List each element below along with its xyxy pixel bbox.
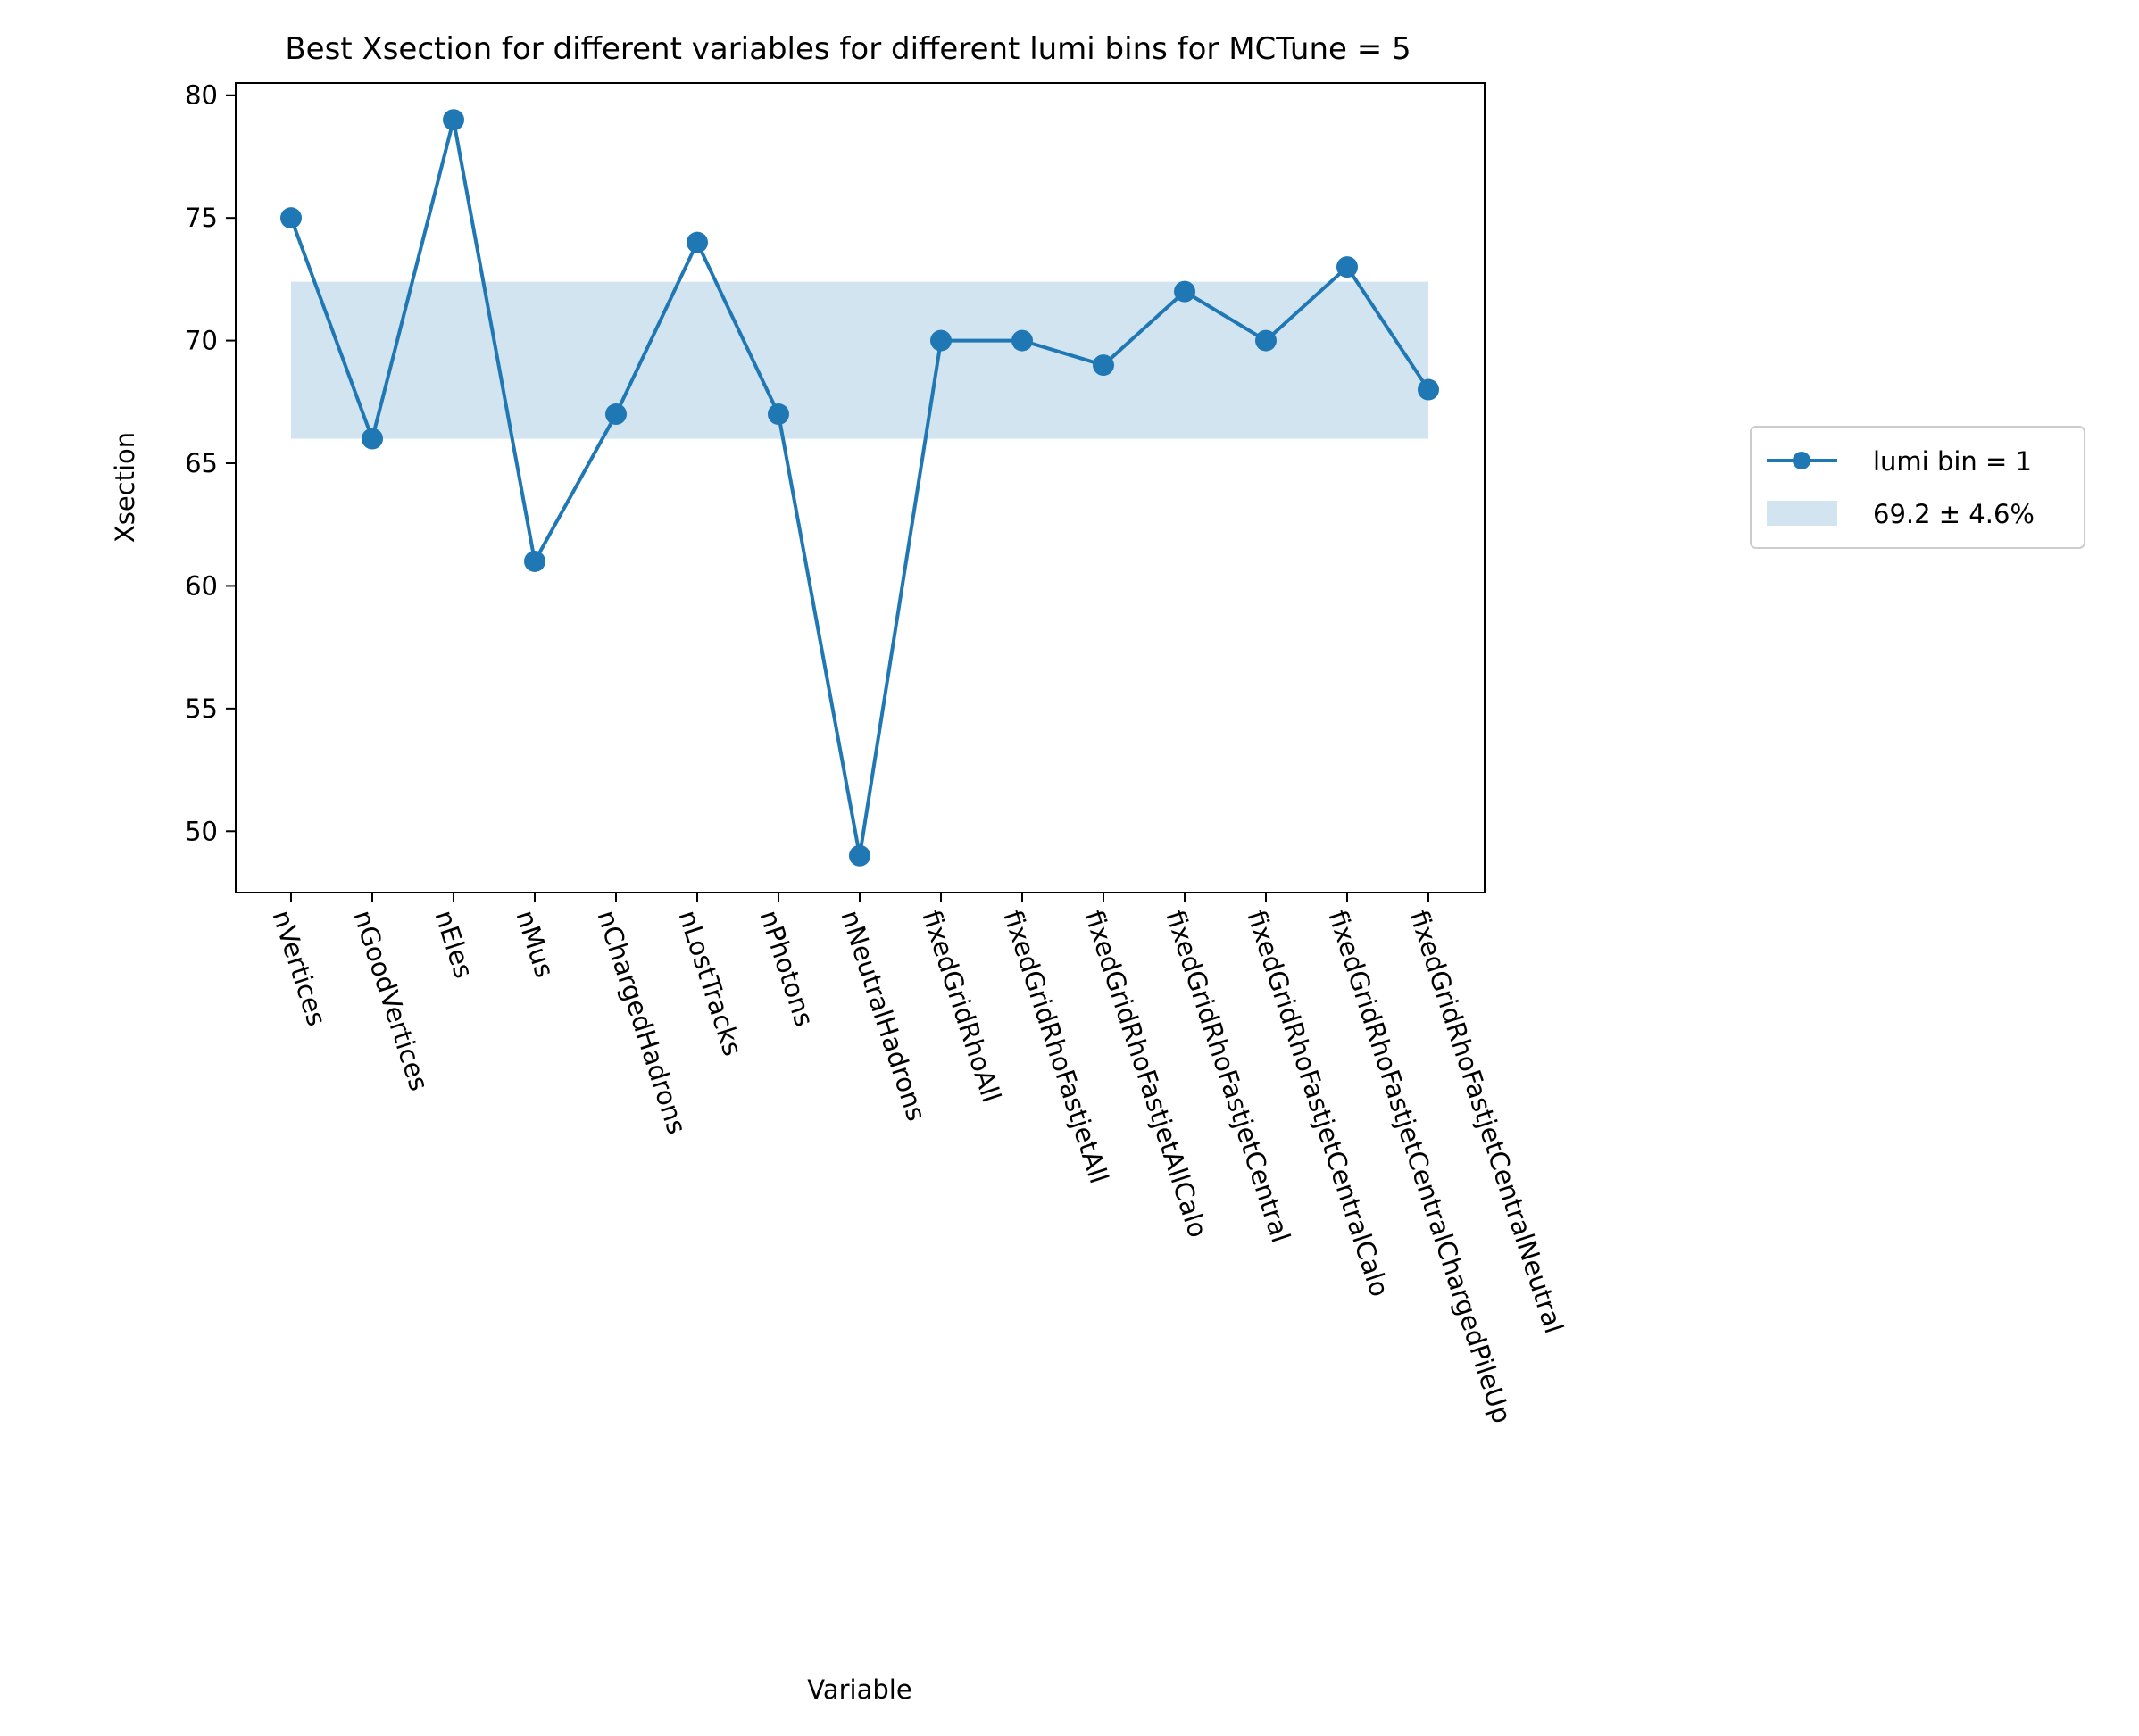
legend-label-band: 69.2 ± 4.6% bbox=[1873, 499, 2035, 529]
data-point-6 bbox=[768, 403, 789, 426]
y-tick-label-75: 75 bbox=[185, 203, 218, 233]
data-point-13 bbox=[1336, 256, 1358, 278]
data-point-10 bbox=[1093, 354, 1114, 377]
legend: lumi bin = 1 69.2 ± 4.6% bbox=[1750, 426, 2085, 549]
x-tick-label-6: nPhotons bbox=[753, 907, 820, 1031]
data-point-9 bbox=[1011, 329, 1033, 352]
y-tick-label-55: 55 bbox=[185, 694, 218, 724]
y-tick-label-65: 65 bbox=[185, 448, 218, 478]
chart-title: Best Xsection for different variables fo… bbox=[285, 31, 1411, 67]
y-tick-label-70: 70 bbox=[185, 326, 218, 356]
data-point-4 bbox=[605, 403, 627, 426]
plot-area bbox=[235, 82, 1486, 893]
legend-box bbox=[1750, 426, 2085, 549]
series-line bbox=[289, 119, 1430, 857]
x-tick-label-8: fixedGridRhoAll bbox=[916, 907, 1007, 1106]
y-tick-label-50: 50 bbox=[185, 816, 218, 846]
x-tick-label-0: nVertices bbox=[266, 907, 332, 1030]
x-tick-label-14: fixedGridRhoFastjetCentralNeutral bbox=[1403, 907, 1569, 1337]
x-tick-label-7: nNeutralHadrons bbox=[835, 907, 931, 1125]
data-point-12 bbox=[1255, 329, 1277, 352]
data-point-7 bbox=[849, 844, 870, 867]
legend-label-series: lumi bin = 1 bbox=[1873, 446, 2032, 477]
data-point-11 bbox=[1174, 280, 1195, 303]
data-point-14 bbox=[1418, 378, 1439, 401]
y-tick-label-60: 60 bbox=[185, 570, 218, 601]
data-point-0 bbox=[280, 207, 302, 229]
x-tick-label-12: fixedGridRhoFastjetCentralCalo bbox=[1241, 907, 1394, 1300]
y-tick-label-80: 80 bbox=[185, 80, 218, 111]
legend-band-swatch bbox=[1767, 501, 1837, 526]
x-tick-label-1: nGoodVertices bbox=[347, 907, 434, 1095]
x-tick-label-3: nMus bbox=[510, 907, 560, 982]
x-tick-label-4: nChargedHadrons bbox=[591, 907, 692, 1138]
data-point-5 bbox=[687, 231, 708, 253]
x-axis-label: Variable bbox=[807, 1674, 911, 1705]
data-point-8 bbox=[930, 329, 952, 352]
y-axis: 50 55 60 65 70 75 80 bbox=[185, 80, 236, 846]
data-points bbox=[280, 109, 1439, 867]
plot-frame bbox=[235, 82, 1486, 893]
data-point-3 bbox=[524, 550, 545, 572]
x-tick-label-5: nLostTracks bbox=[672, 907, 748, 1059]
mean-band bbox=[291, 281, 1428, 439]
data-point-1 bbox=[362, 428, 383, 450]
y-axis-label: Xsection bbox=[110, 432, 140, 543]
data-point-2 bbox=[443, 109, 464, 131]
x-tick-label-2: nEles bbox=[429, 907, 479, 982]
legend-marker-swatch bbox=[1793, 452, 1810, 469]
